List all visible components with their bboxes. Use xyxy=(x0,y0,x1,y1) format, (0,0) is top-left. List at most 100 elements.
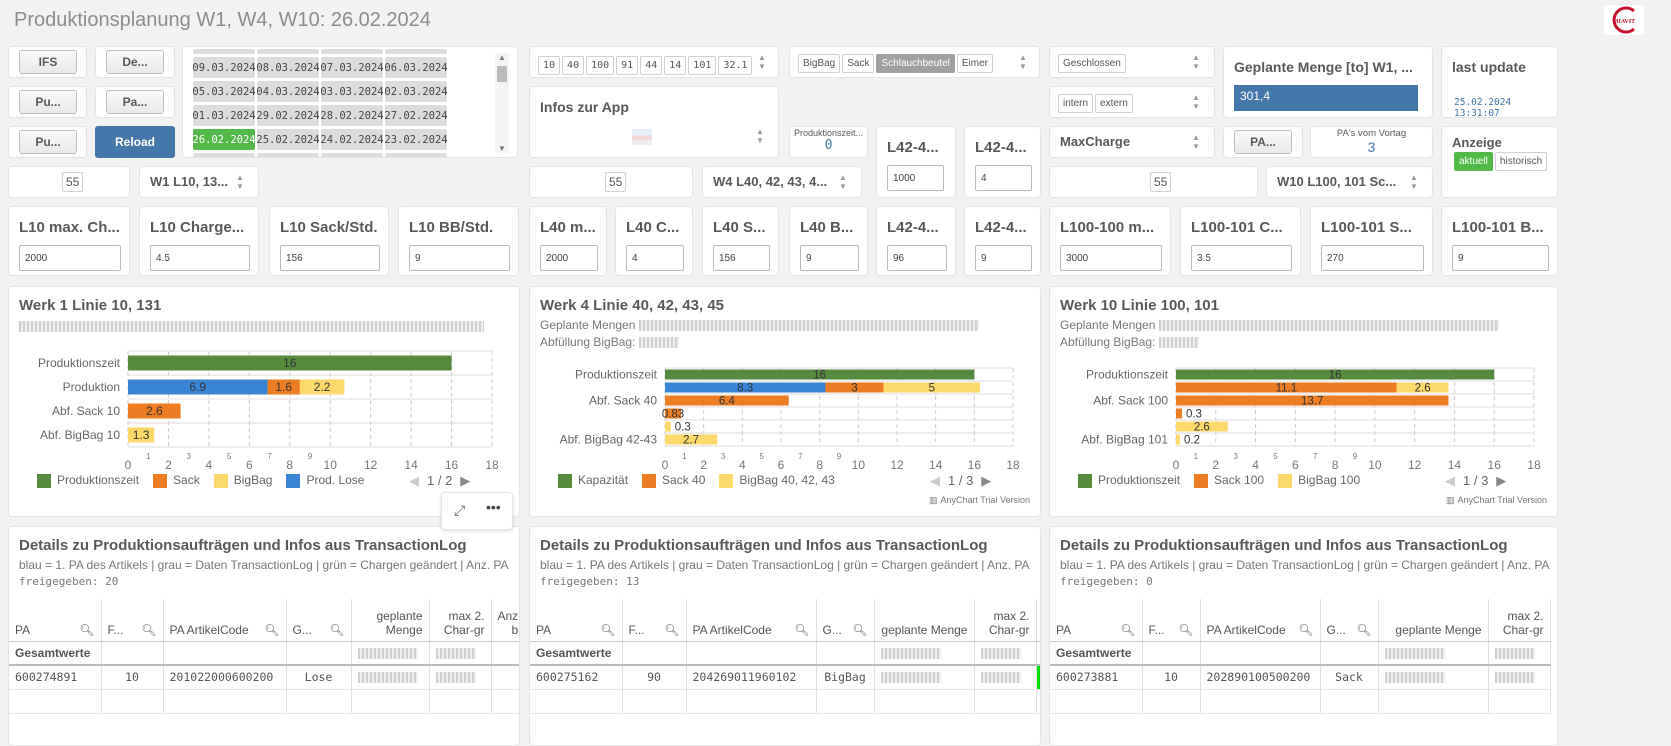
anzeige-option-historisch[interactable]: historisch xyxy=(1494,152,1548,171)
slider-value[interactable]: 55 xyxy=(1150,172,1172,192)
bar-segment[interactable] xyxy=(665,395,789,406)
column-header[interactable]: F... 🔍︎ xyxy=(101,599,164,642)
param-input[interactable]: 4 xyxy=(626,245,684,271)
line-chip[interactable]: 40 xyxy=(562,56,585,75)
reload-button[interactable]: Reload xyxy=(95,126,175,158)
legend-item[interactable]: Sack 100 xyxy=(1194,473,1264,488)
date-cell[interactable]: 09.03.2024 xyxy=(192,57,256,78)
date-cell[interactable]: 24.02.2024 xyxy=(320,129,384,150)
column-header[interactable]: A xyxy=(1036,599,1040,642)
line-chip[interactable]: 14 xyxy=(664,56,687,75)
packaging-chip[interactable]: Sack xyxy=(842,54,875,73)
line-selector-w4[interactable]: W4 L40, 42, 43, 4... ▲ ▼ xyxy=(702,166,862,198)
date-cell[interactable]: 29.02.2024 xyxy=(256,105,320,126)
column-header[interactable]: F... 🔍︎ xyxy=(622,599,687,642)
next-page-icon[interactable]: ▶ xyxy=(460,473,471,488)
search-icon[interactable]: 🔍︎ xyxy=(141,622,157,637)
column-header[interactable]: max 2. Char-gr xyxy=(429,599,492,642)
column-header[interactable]: F... 🔍︎ xyxy=(1142,599,1201,642)
search-icon[interactable]: 🔍︎ xyxy=(600,622,616,637)
search-icon[interactable]: 🔍︎ xyxy=(1178,622,1194,637)
slider-value[interactable]: 55 xyxy=(605,172,627,192)
ifs-button[interactable]: IFS xyxy=(19,50,77,74)
param-input[interactable]: 2000 xyxy=(540,245,598,271)
column-header[interactable]: PA ArtikelCode 🔍︎ xyxy=(163,599,287,642)
legend-item[interactable]: Kapazität xyxy=(558,473,628,488)
filter-chip[interactable]: extern xyxy=(1095,94,1133,113)
legend-item[interactable]: Prod. Lose xyxy=(286,473,364,488)
bar-segment[interactable] xyxy=(1176,408,1182,419)
filter-chip[interactable]: Geschlossen xyxy=(1058,54,1126,73)
bar-segment[interactable] xyxy=(665,421,671,432)
param-input[interactable]: 2000 xyxy=(19,245,121,271)
scroll-arrows-icon[interactable]: ▲ ▼ xyxy=(1410,173,1418,191)
param-input[interactable]: 9 xyxy=(1452,245,1549,271)
more-options-icon[interactable]: ••• xyxy=(486,499,501,515)
column-header[interactable]: G... 🔍︎ xyxy=(816,599,875,642)
bar-segment[interactable] xyxy=(665,369,975,380)
param-input[interactable]: 3.5 xyxy=(1191,245,1292,271)
search-icon[interactable]: 🔍︎ xyxy=(664,622,680,637)
bar-segment[interactable] xyxy=(128,379,268,395)
date-cell[interactable]: 04.03.2024 xyxy=(256,81,320,102)
bar-segment[interactable] xyxy=(1176,421,1228,432)
slider-value[interactable]: 55 xyxy=(62,172,84,192)
scroll-arrows-icon[interactable]: ▲ ▼ xyxy=(236,173,244,191)
bar-segment[interactable] xyxy=(825,382,884,393)
date-cell[interactable]: 01.03.2024 xyxy=(192,105,256,126)
param-input[interactable]: 270 xyxy=(1321,245,1424,271)
search-icon[interactable]: 🔍︎ xyxy=(79,622,95,637)
prev-page-icon[interactable]: ◀ xyxy=(930,473,940,488)
pu-button-2[interactable]: Pu... xyxy=(19,130,77,154)
bar-segment[interactable] xyxy=(883,382,981,393)
bar-segment[interactable] xyxy=(128,403,181,419)
column-header[interactable]: PA 🔍︎ xyxy=(9,599,102,642)
slider-w10[interactable]: 55 xyxy=(1049,166,1258,198)
column-header[interactable]: G... 🔍︎ xyxy=(1320,599,1379,642)
legend-item[interactable]: Produktionszeit xyxy=(1078,473,1180,488)
param-input[interactable]: 4 xyxy=(975,165,1032,191)
de-button[interactable]: De... xyxy=(106,50,164,74)
search-icon[interactable]: 🔍︎ xyxy=(264,622,280,637)
app-thumbnail-icon[interactable] xyxy=(632,129,652,145)
date-cell[interactable]: 02.03.2024 xyxy=(384,81,448,102)
param-input[interactable]: 9 xyxy=(409,245,510,271)
param-input[interactable]: 9 xyxy=(975,245,1032,271)
bar-segment[interactable] xyxy=(267,379,300,395)
line-selector-w1[interactable]: W1 L10, 13... ▲ ▼ xyxy=(139,166,259,198)
date-cell[interactable]: 08.03.2024 xyxy=(256,57,320,78)
date-scrollbar[interactable]: ▲ ▼ xyxy=(495,53,509,153)
param-input[interactable]: 156 xyxy=(280,245,380,271)
column-header[interactable]: geplante Menge xyxy=(351,599,430,642)
date-cell[interactable]: 28.02.2024 xyxy=(320,105,384,126)
date-cell[interactable]: 23.02.2024 xyxy=(384,129,448,150)
date-cell[interactable]: 05.03.2024 xyxy=(192,81,256,102)
bar-segment[interactable] xyxy=(1396,382,1449,393)
line-chip[interactable]: 32.1 xyxy=(718,56,753,75)
search-icon[interactable]: 🔍︎ xyxy=(794,622,810,637)
search-icon[interactable]: 🔍︎ xyxy=(1298,622,1314,637)
bar-segment[interactable] xyxy=(1176,434,1180,445)
search-icon[interactable]: 🔍︎ xyxy=(1356,622,1372,637)
search-icon[interactable]: 🔍︎ xyxy=(329,622,345,637)
scroll-arrows-icon[interactable]: ▲ ▼ xyxy=(1192,133,1200,151)
pa-button[interactable]: Pa... xyxy=(106,90,164,114)
date-cell[interactable]: 26.02.2024 xyxy=(192,129,256,150)
next-page-icon[interactable]: ▶ xyxy=(981,473,992,488)
scroll-arrows-icon[interactable]: ▲ ▼ xyxy=(758,53,766,71)
param-input[interactable]: 9 xyxy=(800,245,859,271)
packaging-chip[interactable]: BigBag xyxy=(798,54,841,73)
anychart-credit[interactable]: ▥ AnyChart Trial Version xyxy=(929,495,1030,506)
prev-page-icon[interactable]: ◀ xyxy=(1445,473,1455,488)
legend-item[interactable]: BigBag 100 xyxy=(1278,473,1360,488)
scroll-arrows-icon[interactable]: ▲ ▼ xyxy=(756,127,764,145)
line-chip[interactable]: 101 xyxy=(688,56,717,75)
table-row[interactable]: 600275162 90 204269011960102 BigBag xyxy=(530,665,1040,690)
legend-item[interactable]: Sack 40 xyxy=(642,473,705,488)
filter-chip[interactable]: intern xyxy=(1058,94,1094,113)
slider-w4[interactable]: 55 xyxy=(529,166,693,198)
date-cell[interactable]: 25.02.2024 xyxy=(256,129,320,150)
line-chip[interactable]: 100 xyxy=(586,56,615,75)
param-input[interactable]: 96 xyxy=(887,245,947,271)
legend-item[interactable]: Sack xyxy=(153,473,200,488)
